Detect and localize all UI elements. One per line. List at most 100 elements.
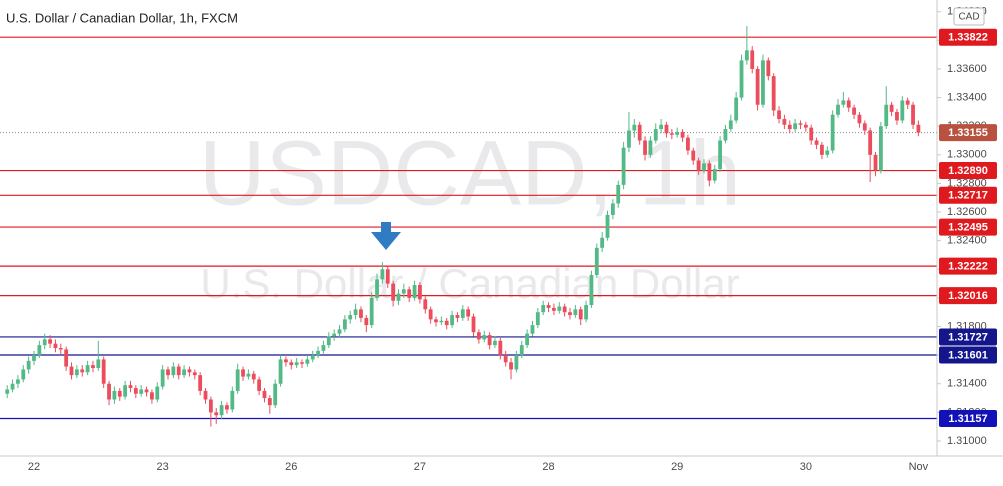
candle-body — [64, 349, 69, 367]
candle-body — [21, 369, 26, 380]
candle-body — [192, 372, 197, 376]
candle-body — [787, 124, 792, 130]
y-tick-label: 1.33600 — [947, 63, 987, 75]
candle-body — [80, 369, 85, 373]
y-tick-label: 1.33400 — [947, 91, 987, 103]
candle-body — [332, 333, 337, 337]
candle-body — [284, 359, 288, 363]
candle-body — [16, 379, 20, 384]
candle-body — [707, 163, 712, 181]
chart-title: U.S. Dollar / Canadian Dollar, 1h, FXCM — [6, 10, 238, 25]
candle-body — [203, 390, 208, 400]
candle-body — [364, 317, 369, 326]
candle-body — [412, 285, 417, 298]
candle-body — [691, 150, 696, 161]
candle-body — [455, 315, 460, 318]
candle-body — [562, 306, 567, 313]
currency-badge — [953, 7, 985, 26]
candle-body — [107, 383, 111, 400]
candle-body — [230, 390, 235, 410]
candle-body — [53, 343, 58, 348]
candle-body — [734, 97, 739, 121]
candle-body — [498, 340, 503, 356]
candle-body — [273, 383, 278, 406]
x-tick-label: 23 — [157, 461, 169, 473]
candle-body — [825, 150, 830, 155]
level-label-box — [939, 410, 997, 428]
candle-body — [653, 129, 658, 141]
candle-body — [214, 412, 219, 416]
level-label-box — [939, 162, 997, 180]
y-tick-label: 1.31400 — [947, 378, 987, 390]
candle-body — [857, 114, 862, 124]
y-tick-label: 1.32600 — [947, 206, 987, 218]
candle-body — [761, 60, 765, 105]
level-label: 1.33155 — [948, 127, 988, 139]
candle-body — [176, 366, 181, 376]
candle-body — [889, 104, 894, 112]
candle-body — [916, 124, 921, 133]
candle-body — [300, 362, 304, 364]
candle-body — [257, 379, 262, 391]
candle-body — [809, 127, 814, 141]
candle-body — [101, 359, 106, 384]
candle-body — [316, 350, 320, 356]
candle-body — [712, 169, 717, 181]
candle-body — [139, 389, 144, 394]
level-label-box — [939, 328, 997, 346]
x-tick-label: 26 — [285, 461, 297, 473]
candle-body — [5, 389, 10, 394]
candle-body — [133, 388, 138, 394]
candle-body — [643, 140, 647, 155]
candle-body — [391, 283, 396, 301]
candle-body — [852, 107, 856, 115]
candle-body — [58, 347, 63, 350]
x-tick-label: Nov — [909, 461, 929, 473]
candle-body — [493, 340, 497, 346]
candle-body — [878, 126, 883, 171]
candle-body — [884, 104, 889, 127]
candle-body — [262, 390, 267, 399]
watermark: USDCAD, 1h — [199, 122, 741, 224]
candle-body — [466, 309, 471, 317]
level-label-box — [939, 218, 997, 236]
candle-body — [112, 390, 117, 400]
candle-body — [348, 315, 353, 320]
candle-body — [686, 137, 690, 151]
candle-body — [407, 289, 412, 298]
candle-body — [48, 339, 52, 344]
candle-body — [621, 147, 626, 185]
candle-body — [814, 140, 819, 145]
candle-body — [680, 131, 685, 138]
candle-body — [208, 399, 213, 413]
candle-body — [150, 392, 154, 400]
x-tick-label: 22 — [28, 461, 40, 473]
candle-body — [744, 50, 749, 61]
candle-body — [862, 123, 867, 131]
candle-body — [342, 319, 347, 330]
candle-body — [385, 269, 390, 284]
candle-body — [155, 386, 160, 400]
candle-body — [487, 335, 492, 346]
levels — [0, 36, 937, 420]
candle-body — [117, 390, 122, 397]
level-label: 1.32495 — [948, 221, 988, 233]
candle-body — [632, 124, 637, 131]
level-label-box — [939, 257, 997, 275]
candle-body — [568, 312, 572, 316]
candle-body — [750, 50, 755, 69]
candle-body — [868, 130, 873, 155]
candle-body — [401, 289, 406, 294]
candle-body — [471, 316, 476, 333]
candle-body — [739, 60, 744, 98]
candle-body — [450, 315, 454, 326]
candle-body — [434, 319, 438, 323]
candle-body — [337, 329, 342, 334]
candle-body — [696, 160, 701, 171]
candle-body — [305, 359, 310, 364]
candle-body — [594, 247, 599, 276]
candle-body — [723, 129, 728, 141]
candle-body — [525, 333, 530, 346]
candle-body — [42, 339, 47, 346]
candle-body — [380, 269, 385, 280]
